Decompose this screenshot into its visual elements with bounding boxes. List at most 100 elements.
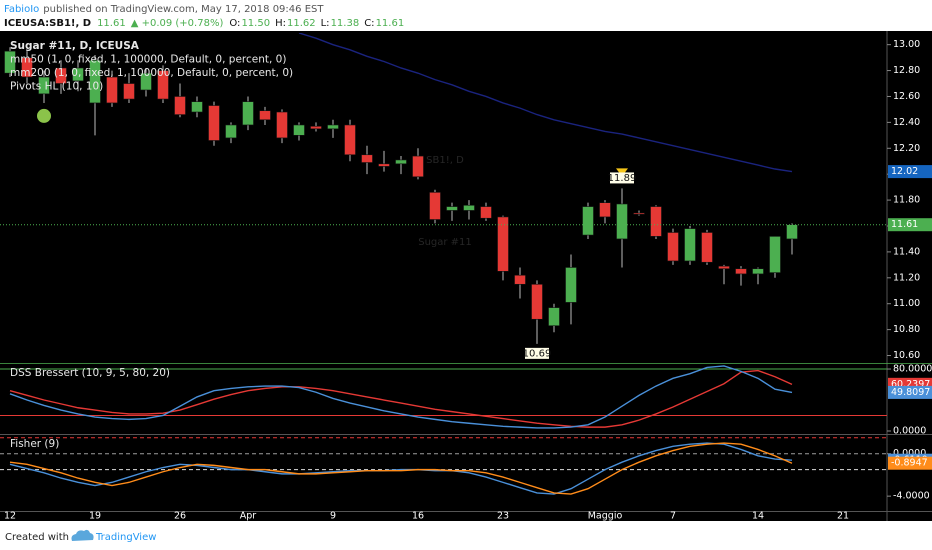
candle-body [72,67,84,82]
watermark: SB1!, D [426,155,464,166]
legend-entry: mm200 (1, 0, fixed, 1, 100000, Default, … [10,67,293,79]
value-label-bg [888,456,932,470]
pane [0,365,887,429]
candle-body [701,232,713,263]
candle-body [531,283,543,320]
header-text: 11.38 [331,18,360,29]
chart-bg [0,31,932,521]
header-text: FabioIo [4,4,39,15]
header-text: published on TradingView.com, May 17, 20… [43,4,324,15]
candle-body [429,192,441,220]
candle-body [55,67,67,84]
candle-body [650,206,662,237]
candle-body [395,159,407,165]
header-text: 11.61 [376,18,405,29]
candle-body [106,76,118,104]
indicator-line [9,442,793,495]
candle-body [582,206,594,236]
indicator-line [9,365,793,429]
candle-body [735,268,747,275]
pane-title: Fisher (9) [10,438,59,450]
moving-average [298,33,793,173]
candle-body [327,124,339,130]
price-label-bg [888,218,932,232]
candle-body [157,70,169,100]
y-tick-label: 12.20 [893,143,920,154]
candle-body [276,111,288,139]
candle-body [446,206,458,211]
y-tick-label: 12.80 [893,65,920,76]
x-tick-label: 9 [330,511,336,522]
candle-body [599,202,611,218]
candle-body [378,163,390,167]
candle-body [123,83,135,100]
candle-body [514,274,526,285]
candle-body [718,265,730,270]
candle-body [4,50,16,74]
candle-body [786,224,798,240]
x-tick-label: 16 [412,511,424,522]
candle-body [497,216,509,272]
pane: SB1!, D Sugar #11 11.89 10.69 [4,33,798,359]
x-tick-label: 21 [837,511,849,522]
candle-body [174,96,186,115]
brand-name: TradingView [95,532,156,543]
y-tick-label: 12.40 [893,117,920,128]
candle-body [463,204,475,211]
candle-body [480,206,492,219]
footer-bg [0,521,932,550]
header-text: 11.62 [287,18,316,29]
candle-body [225,124,237,139]
header-text: 11.61 [97,18,126,29]
brand-logo [71,529,94,541]
y-tick-label: 11.00 [893,298,920,309]
candle-body [89,59,101,104]
candle-body [412,155,424,178]
candle-body [769,236,781,273]
header-text: 11.50 [241,18,270,29]
y-tick-label: 11.40 [893,246,920,257]
header-text: C: [364,18,374,29]
price-label: 12.02 [891,166,918,177]
candle-body [616,203,628,240]
legend-entry: Sugar #11, D, ICEUSA [10,40,140,52]
x-tick-label: 7 [670,511,676,522]
y-tick-label: 10.80 [893,324,920,335]
watermark: Sugar #11 [418,237,472,248]
y-tick-label: -4.0000 [893,491,930,502]
price-label-bg [888,165,932,179]
x-tick-label: 23 [497,511,509,522]
legend-entry: mm50 (1, 0, fixed, 1, 100000, Default, 0… [10,54,286,66]
candle-body [208,105,220,141]
candle-body [361,154,373,163]
value-label-bg [888,385,932,399]
header-text: ICEUSA:SB1!, D [4,18,91,29]
y-tick-label: 12.60 [893,91,920,102]
y-tick-label: 11.20 [893,272,920,283]
candle-body [548,307,560,327]
pane [0,437,887,495]
candle-body [344,124,356,156]
x-tick-label: 14 [752,511,764,522]
footer-text: Created with [5,532,69,543]
candle-body [565,267,577,303]
candle-body [259,110,271,121]
candle-body [242,101,254,126]
indicator-line [9,369,793,428]
value-label: 49.8097 [891,387,930,398]
candle-body [752,268,764,275]
y-tick-label: 13.00 [893,39,920,50]
header-text: H: [275,18,286,29]
candle-body [191,101,203,113]
pivot-label-bg [525,347,549,359]
value-label: -0.8947 [891,458,928,469]
pivot-label: 10.69 [523,348,552,359]
header-text: L: [321,18,330,29]
x-tick-label: 19 [89,511,101,522]
candle-body [21,57,33,78]
y-tick-label: 80.0000 [893,364,932,375]
x-tick-label: 12 [4,511,16,522]
y-tick-label: 0.0000 [893,425,926,436]
